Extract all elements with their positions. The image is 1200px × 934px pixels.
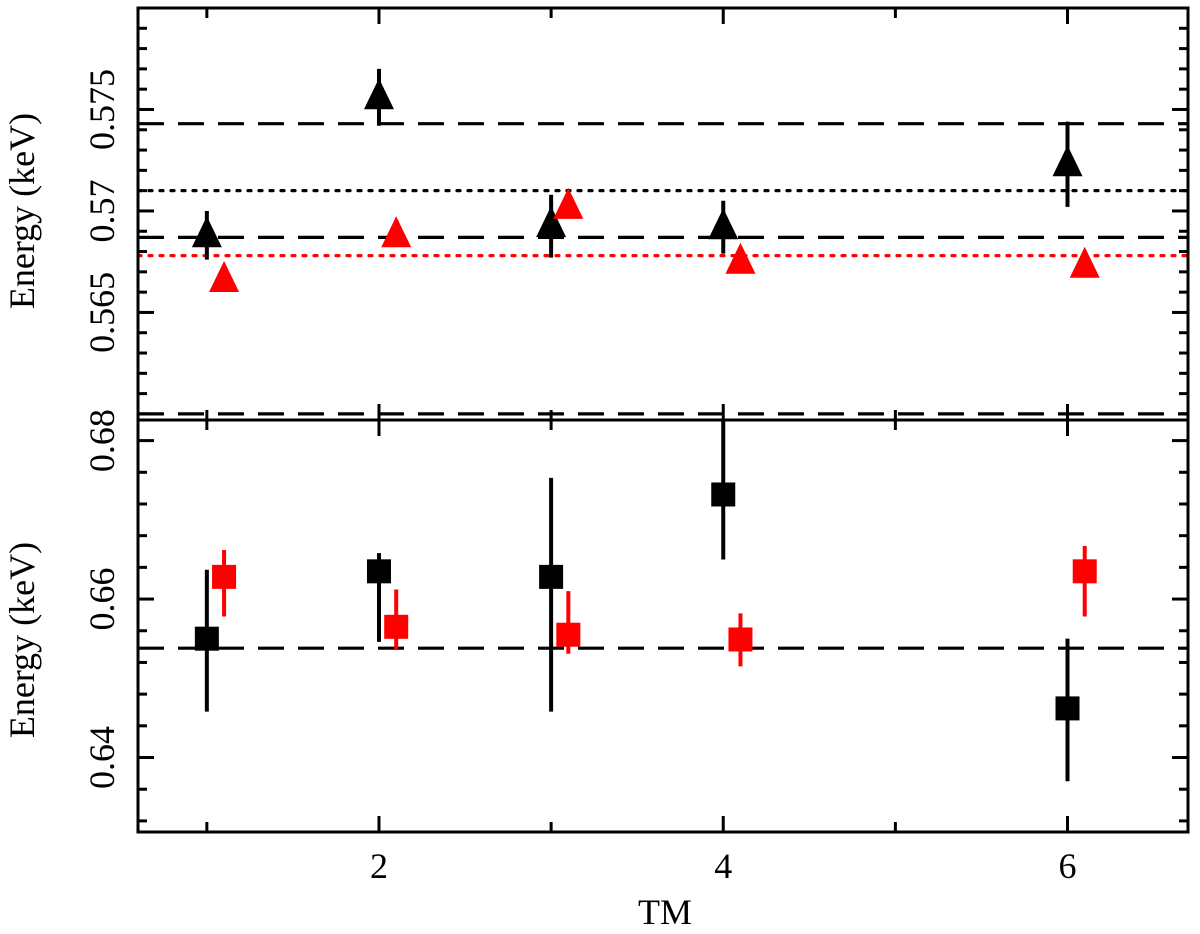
bottom-x-tick-label-2: 2 <box>370 846 388 886</box>
top-black-triangle-point-1 <box>191 216 222 248</box>
top-red-triangle-point-1 <box>209 260 240 292</box>
bottom-black-square-point-2 <box>366 559 391 584</box>
bottom-red-square-point-4 <box>728 627 753 652</box>
top-red-triangle-point-4 <box>725 242 756 274</box>
bottom-black-square-point-3 <box>539 564 564 589</box>
bottom-black-square-point-1 <box>194 626 219 651</box>
top-y-tick-label-0-565: 0.565 <box>82 272 122 353</box>
top-frame <box>136 6 1190 422</box>
bottom-black-square-point-4 <box>711 482 736 507</box>
top-plot-area <box>138 68 1188 416</box>
top-panel: 0.565 0.57 0.575 <box>82 6 1190 422</box>
top-red-triangle-point-2 <box>381 216 412 248</box>
bottom-red-square-point-1 <box>212 564 237 589</box>
top-black-triangle-point-4 <box>708 208 739 240</box>
bottom-frame <box>136 418 1190 834</box>
top-black-triangle-point-2 <box>363 78 394 110</box>
top-y-tick-label-0-575: 0.575 <box>82 69 122 150</box>
bottom-y-tick-label-0-66: 0.66 <box>82 568 122 631</box>
bottom-panel: 2 4 6 0.64 0.66 0.68 <box>82 409 1190 886</box>
bottom-x-tick-label-6: 6 <box>1059 846 1077 886</box>
bottom-red-square-point-3 <box>556 622 581 647</box>
bottom-plot-area <box>138 420 1188 782</box>
top-y-tick-label-0-57: 0.57 <box>82 179 122 242</box>
top-red-triangle-point-5 <box>1069 246 1100 278</box>
bottom-red-square-point-5 <box>1072 559 1097 584</box>
top-y-axis-label: Energy (keV) <box>2 113 42 309</box>
bottom-y-axis-label: Energy (keV) <box>2 542 42 738</box>
bottom-x-tick-label-4: 4 <box>714 846 732 886</box>
top-black-triangle-point-3 <box>536 206 567 238</box>
bottom-y-tick-label-0-64: 0.64 <box>82 726 122 789</box>
bottom-y-tick-label-0-68: 0.68 <box>82 409 122 472</box>
bottom-black-square-point-5 <box>1055 696 1080 721</box>
top-black-triangle-point-5 <box>1052 145 1083 177</box>
x-axis-label: TM <box>638 892 692 932</box>
top-red-triangle-point-3 <box>553 187 584 219</box>
bottom-red-square-point-2 <box>384 614 409 639</box>
